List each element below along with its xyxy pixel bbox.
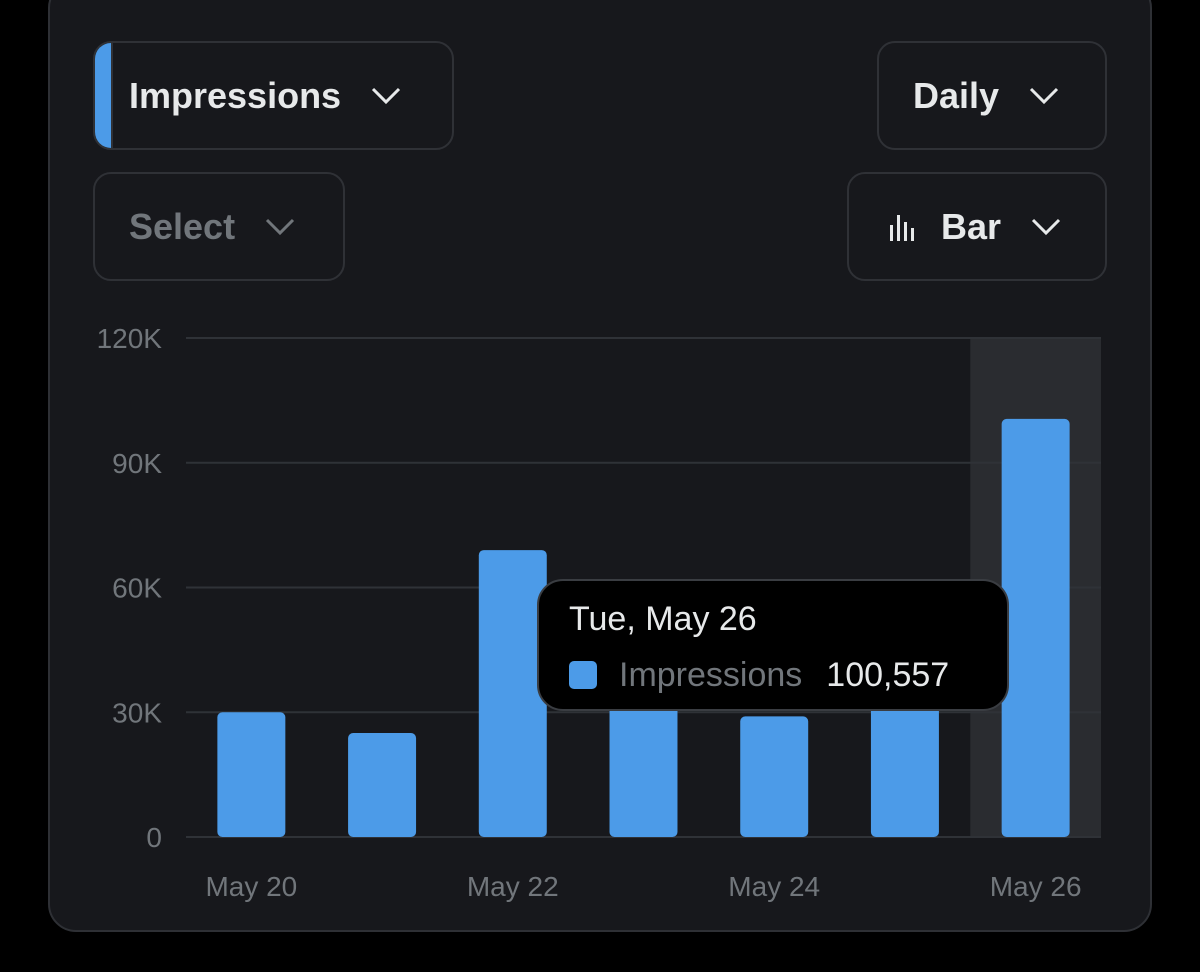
y-tick-label: 120K xyxy=(97,323,163,354)
compare-select-label: Select xyxy=(129,205,236,247)
tooltip-row: Impressions 100,557 xyxy=(569,655,1007,695)
bar-may-20[interactable] xyxy=(217,712,286,837)
x-tick-label: May 20 xyxy=(205,871,297,902)
chevron-down-icon xyxy=(265,218,295,236)
bar-may-25[interactable] xyxy=(870,691,939,837)
bar-may-23[interactable] xyxy=(609,691,678,837)
chart-tooltip: Tue, May 26 Impressions 100,557 xyxy=(537,579,1009,711)
compare-select-dropdown[interactable]: Select xyxy=(93,172,345,281)
chevron-down-icon xyxy=(371,87,401,105)
metric-dropdown-label: Impressions xyxy=(129,74,342,116)
x-tick-label: May 24 xyxy=(728,871,820,902)
period-dropdown-label: Daily xyxy=(913,74,1000,116)
tooltip-series-name: Impressions xyxy=(619,655,803,694)
bar-may-24[interactable] xyxy=(740,716,809,837)
bar-may-21[interactable] xyxy=(348,733,417,837)
tooltip-date: Tue, May 26 xyxy=(569,600,757,638)
period-dropdown[interactable]: Daily xyxy=(877,41,1107,150)
chevron-down-icon xyxy=(1029,87,1059,105)
y-tick-label: 0 xyxy=(146,822,162,853)
chart-type-label: Bar xyxy=(941,205,1002,247)
x-tick-label: May 26 xyxy=(990,871,1082,902)
metric-dropdown[interactable]: Impressions xyxy=(93,41,454,150)
bar-may-26[interactable] xyxy=(1001,418,1070,837)
tooltip-value: 100,557 xyxy=(826,655,950,694)
x-tick-label: May 22 xyxy=(467,871,559,902)
bar-chart-icon xyxy=(889,213,917,241)
y-tick-label: 60K xyxy=(112,573,162,604)
y-tick-label: 30K xyxy=(112,697,162,728)
chevron-down-icon xyxy=(1031,218,1061,236)
bar-may-22[interactable] xyxy=(478,550,547,837)
metric-accent-bar xyxy=(95,43,113,148)
y-tick-label: 90K xyxy=(112,448,162,479)
tooltip-series-swatch xyxy=(569,661,597,689)
chart-type-dropdown[interactable]: Bar xyxy=(847,172,1107,281)
